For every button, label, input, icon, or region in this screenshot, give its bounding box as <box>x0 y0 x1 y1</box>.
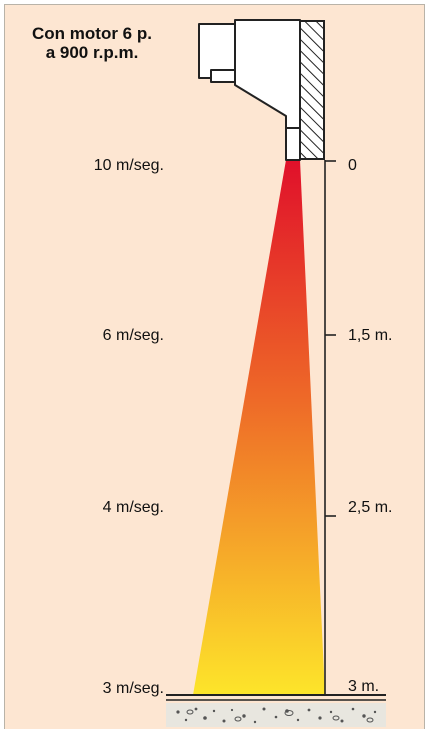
wall <box>299 20 325 160</box>
distance-label-1: 1,5 m. <box>348 327 393 344</box>
velocity-label-top: 10 m/seg. <box>93 157 164 174</box>
velocity-label-upper: 6 m/seg. <box>102 327 164 344</box>
velocity-label-floor: 3 m/seg. <box>102 680 164 697</box>
distance-label-3: 3 m. <box>348 678 380 695</box>
motor-spec-title: Con motor 6 p. a 900 r.p.m. <box>8 24 176 62</box>
air-jet-cone <box>193 160 325 695</box>
title-line-2: a 900 r.p.m. <box>45 43 139 62</box>
floor <box>166 694 386 727</box>
air-curtain-unit <box>198 19 301 161</box>
distance-label-2: 2,5 m. <box>348 499 393 516</box>
distance-label-0: 0 <box>348 157 357 174</box>
height-scale <box>324 160 336 695</box>
velocity-label-lower: 4 m/seg. <box>102 499 164 516</box>
title-line-1: Con motor 6 p. <box>32 24 152 43</box>
